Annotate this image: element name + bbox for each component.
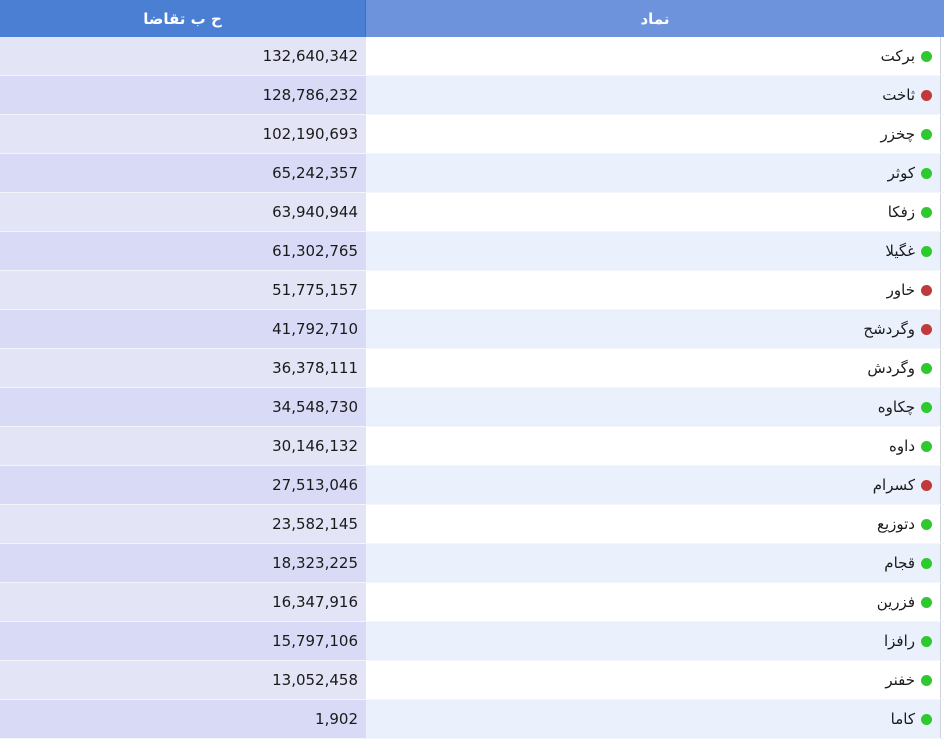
demand-value: 128,786,232	[0, 76, 366, 114]
symbol-name[interactable]: داوه	[889, 437, 915, 455]
symbol-cell[interactable]: چکاوه	[366, 388, 941, 426]
status-up-dot-icon	[921, 50, 932, 62]
demand-value: 102,190,693	[0, 115, 366, 153]
table-row[interactable]: 1,902 کاما	[0, 700, 944, 739]
status-up-dot-icon	[921, 401, 932, 413]
demand-value: 16,347,916	[0, 583, 366, 621]
symbol-name[interactable]: برکت	[880, 47, 915, 65]
table-row[interactable]: 23,582,145 دتوزیع	[0, 505, 944, 544]
symbol-cell[interactable]: رافزا	[366, 622, 941, 660]
symbol-cell[interactable]: قجام	[366, 544, 941, 582]
status-up-dot-icon	[921, 167, 932, 179]
status-down-dot-icon	[921, 284, 932, 296]
status-up-dot-icon	[921, 635, 932, 647]
symbol-name[interactable]: وگردشح	[863, 320, 915, 338]
status-up-dot-icon	[921, 596, 932, 608]
table-row[interactable]: 51,775,157 خاور	[0, 271, 944, 310]
symbol-cell[interactable]: وگردش	[366, 349, 941, 387]
table-row[interactable]: 128,786,232 ثاخت	[0, 76, 944, 115]
symbol-name[interactable]: قجام	[884, 554, 915, 572]
status-up-dot-icon	[921, 713, 932, 725]
table-row[interactable]: 61,302,765 غگیلا	[0, 232, 944, 271]
table-row[interactable]: 34,548,730 چکاوه	[0, 388, 944, 427]
demand-value: 132,640,342	[0, 37, 366, 75]
demand-value: 15,797,106	[0, 622, 366, 660]
demand-value: 27,513,046	[0, 466, 366, 504]
symbol-cell[interactable]: داوه	[366, 427, 941, 465]
demand-value: 41,792,710	[0, 310, 366, 348]
symbol-cell[interactable]: کاما	[366, 700, 941, 738]
symbol-cell[interactable]: خاور	[366, 271, 941, 309]
demand-value: 34,548,730	[0, 388, 366, 426]
status-up-dot-icon	[921, 557, 932, 569]
demand-value: 13,052,458	[0, 661, 366, 699]
symbol-name[interactable]: وگردش	[867, 359, 915, 377]
symbol-name[interactable]: خاور	[886, 281, 915, 299]
symbol-cell[interactable]: فزرین	[366, 583, 941, 621]
symbol-cell[interactable]: وگردشح	[366, 310, 941, 348]
demand-value: 30,146,132	[0, 427, 366, 465]
symbol-name[interactable]: رافزا	[883, 632, 915, 650]
status-up-dot-icon	[921, 128, 932, 140]
status-up-dot-icon	[921, 206, 932, 218]
status-down-dot-icon	[921, 323, 932, 335]
demand-value: 18,323,225	[0, 544, 366, 582]
demand-value: 51,775,157	[0, 271, 366, 309]
status-up-dot-icon	[921, 440, 932, 452]
status-up-dot-icon	[921, 518, 932, 530]
table-row[interactable]: 13,052,458 خفنر	[0, 661, 944, 700]
demand-value: 23,582,145	[0, 505, 366, 543]
symbol-cell[interactable]: غگیلا	[366, 232, 941, 270]
table-row[interactable]: 30,146,132 داوه	[0, 427, 944, 466]
table-body: 132,640,342 برکت 128,786,232 ثاخت 102,190,69…	[0, 37, 944, 739]
symbol-cell[interactable]: ثاخت	[366, 76, 941, 114]
symbol-cell[interactable]: برکت	[366, 37, 941, 75]
symbol-cell[interactable]: چخزر	[366, 115, 941, 153]
column-header-symbol[interactable]: نماد	[366, 0, 944, 37]
demand-value: 1,902	[0, 700, 366, 738]
symbol-name[interactable]: خفنر	[885, 671, 915, 689]
symbol-name[interactable]: کاما	[890, 710, 915, 728]
symbol-name[interactable]: چکاوه	[877, 398, 915, 416]
symbol-name[interactable]: ثاخت	[882, 86, 915, 104]
table-row[interactable]: 16,347,916 فزرین	[0, 583, 944, 622]
status-down-dot-icon	[921, 479, 932, 491]
column-header-demand[interactable]: ح ب تقاضا	[0, 0, 366, 37]
status-up-dot-icon	[921, 674, 932, 686]
symbol-cell[interactable]: کسرام	[366, 466, 941, 504]
symbol-cell[interactable]: خفنر	[366, 661, 941, 699]
table-row[interactable]: 132,640,342 برکت	[0, 37, 944, 76]
status-up-dot-icon	[921, 362, 932, 374]
symbol-name[interactable]: کسرام	[872, 476, 915, 494]
symbol-cell[interactable]: کوثر	[366, 154, 941, 192]
table-header: ح ب تقاضا نماد	[0, 0, 944, 37]
demand-value: 36,378,111	[0, 349, 366, 387]
status-down-dot-icon	[921, 89, 932, 101]
table-row[interactable]: 65,242,357 کوثر	[0, 154, 944, 193]
symbol-name[interactable]: کوثر	[887, 164, 915, 182]
symbol-name[interactable]: چخزر	[880, 125, 915, 143]
symbol-name[interactable]: زفکا	[887, 203, 915, 221]
table-row[interactable]: 102,190,693 چخزر	[0, 115, 944, 154]
table-row[interactable]: 18,323,225 قجام	[0, 544, 944, 583]
symbol-cell[interactable]: زفکا	[366, 193, 941, 231]
status-up-dot-icon	[921, 245, 932, 257]
table-row[interactable]: 36,378,111 وگردش	[0, 349, 944, 388]
symbol-name[interactable]: فزرین	[876, 593, 915, 611]
demand-value: 63,940,944	[0, 193, 366, 231]
demand-value: 65,242,357	[0, 154, 366, 192]
symbol-cell[interactable]: دتوزیع	[366, 505, 941, 543]
table-row[interactable]: 15,797,106 رافزا	[0, 622, 944, 661]
demand-value: 61,302,765	[0, 232, 366, 270]
table-row[interactable]: 27,513,046 کسرام	[0, 466, 944, 505]
symbol-name[interactable]: غگیلا	[885, 242, 915, 260]
table-row[interactable]: 41,792,710 وگردشح	[0, 310, 944, 349]
symbol-name[interactable]: دتوزیع	[876, 515, 915, 533]
table-row[interactable]: 63,940,944 زفکا	[0, 193, 944, 232]
